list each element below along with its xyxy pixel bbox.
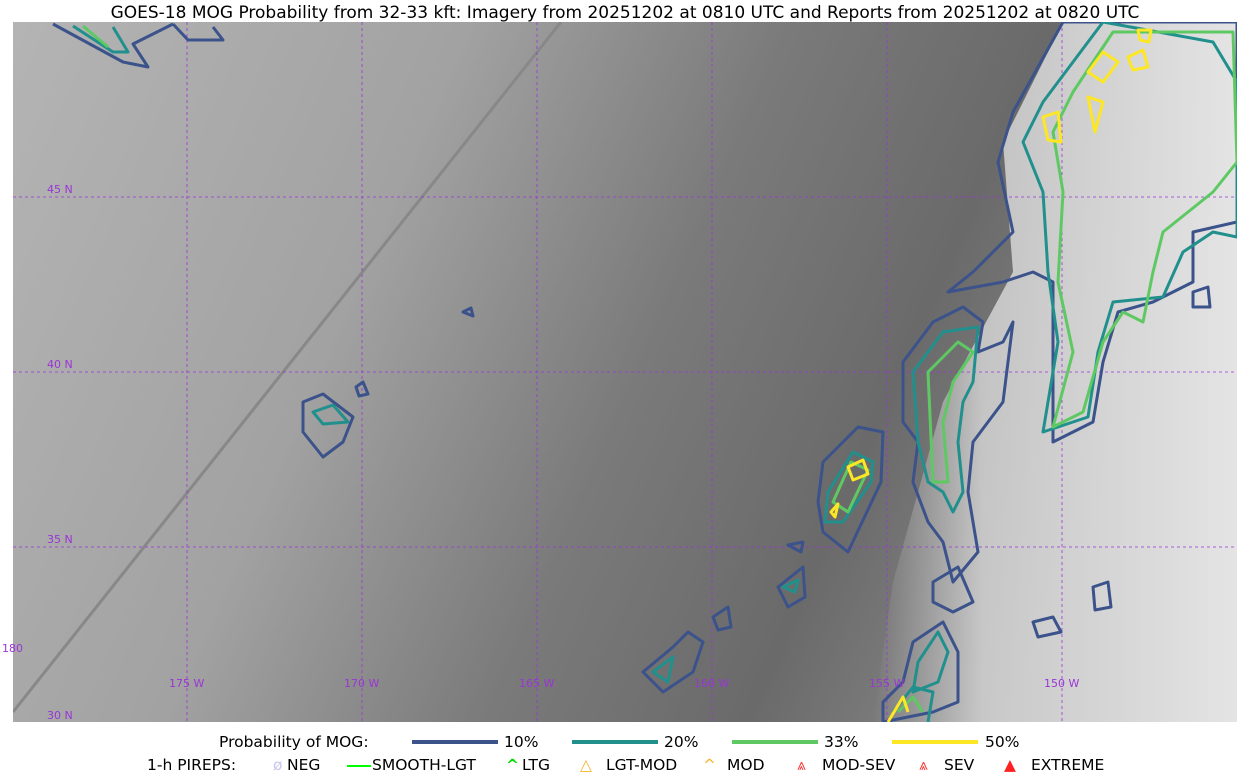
ltg-caret-icon: ^ (506, 756, 519, 774)
lon-label-165w: 165 W (519, 677, 555, 690)
probability-legend-title: Probability of MOG: (219, 733, 369, 751)
swatch-10-icon (412, 740, 498, 744)
dateline-label: 180 (2, 642, 23, 655)
pirep-mod-sev: MOD-SEV (822, 756, 896, 774)
lgt-mod-triangle-icon: △ (580, 756, 592, 774)
legend-33: 33% (824, 733, 859, 751)
swatch-33-icon (732, 740, 818, 744)
pirep-lgt-mod: LGT-MOD (606, 756, 678, 774)
lat-label-30n: 30 N (47, 709, 73, 722)
lon-label-175w: 175 W (169, 677, 205, 690)
lon-label-155w: 155 W (869, 677, 905, 690)
legend-10: 10% (504, 733, 539, 751)
legend-50: 50% (985, 733, 1020, 751)
pirep-neg: NEG (287, 756, 321, 774)
pirep-extreme: EXTREME (1031, 756, 1105, 774)
lon-label-150w: 150 W (1044, 677, 1080, 690)
lon-label-170w: 170 W (344, 677, 380, 690)
satellite-map (13, 22, 1237, 722)
smooth-line-icon (347, 765, 371, 767)
pirep-sev: SEV (944, 756, 975, 774)
lat-label-35n: 35 N (47, 533, 73, 546)
orbit-artifact-line (13, 22, 563, 713)
legend-20: 20% (664, 733, 699, 751)
lat-lon-grid (13, 22, 1237, 722)
pirep-mod: MOD (727, 756, 765, 774)
mod-sev-icon: ⩓ (797, 756, 806, 774)
lon-label-160w: 160 W (694, 677, 730, 690)
pirep-ltg: LTG (522, 756, 550, 774)
pireps-legend-title: 1-h PIREPS: (147, 756, 237, 774)
swatch-50-icon (892, 740, 978, 744)
mod-caret-icon: ^ (703, 756, 716, 774)
neg-icon: ø (273, 756, 283, 774)
lat-label-45n: 45 N (47, 183, 73, 196)
mog-contours (52, 22, 1237, 722)
map-title: GOES-18 MOG Probability from 32-33 kft: … (110, 3, 1140, 23)
swatch-20-icon (572, 740, 658, 744)
pirep-smooth-lgt: SMOOTH-LGT (372, 756, 476, 774)
sev-icon: ⩓ (919, 756, 928, 774)
lat-label-40n: 40 N (47, 358, 73, 371)
extreme-triangle-icon: ▲ (1004, 756, 1016, 774)
